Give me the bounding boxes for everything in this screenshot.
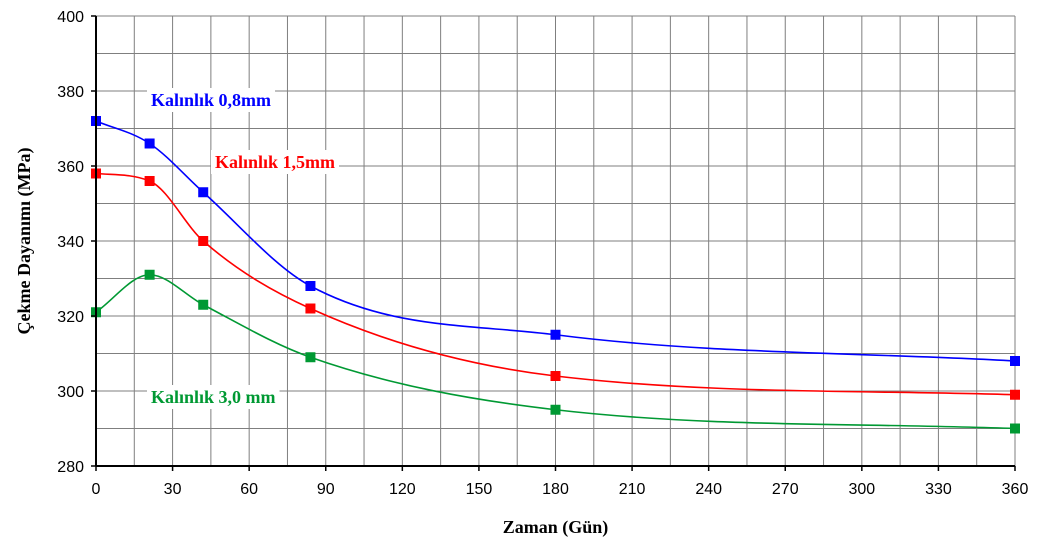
data-point-3-0mm [550,404,561,415]
x-axis-title: Zaman (Gün) [503,517,609,538]
y-tick-label: 340 [57,234,84,251]
data-point-3-0mm [1010,423,1020,434]
data-point-3-0mm [305,352,316,363]
data-point-0-8mm [305,281,316,291]
series-label-3-0mm: Kalınlık 3,0 mm [151,387,276,407]
series-label-background [147,385,280,409]
x-tick-label: 270 [772,481,799,498]
series-label-background [211,150,340,174]
data-point-0-8mm [144,138,155,149]
axes: 0 30 60 90 120 150 180 210 240 270 300 330 360 280 300… [57,9,1028,498]
x-tick-label: 60 [240,481,258,498]
x-tick-label: 360 [1002,481,1029,498]
data-point-3-0mm [144,269,155,280]
x-tick-label: 330 [925,481,952,498]
series-line-1-5mm [95,172,1016,396]
series-label-background [147,88,276,112]
x-tick-label: 120 [389,481,416,498]
series-labels: Kalınlık 0,8mm Kalınlık 1,5mm Kalınlık 3,0… [147,88,340,409]
grid [95,15,1016,467]
y-tick-label: 320 [57,309,84,326]
y-tick-label: 300 [57,384,84,401]
x-tick-label: 90 [317,481,335,498]
y-tick-label: 400 [57,9,84,26]
y-tick-label: 360 [57,159,84,176]
data-point-1-5mm [144,176,155,186]
series-group [91,116,1020,434]
data-point-1-5mm [550,371,561,381]
series-label-1-5mm: Kalınlık 1,5mm [215,152,335,172]
y-tick-label: 280 [57,459,84,476]
x-tick-label: 240 [695,481,722,498]
data-point-1-5mm [1010,389,1020,400]
x-tick-label: 210 [619,481,646,498]
data-point-0-8mm [550,329,561,340]
x-tick-label: 180 [542,481,569,498]
x-tick-label: 150 [466,481,493,498]
series-label-0-8mm: Kalınlık 0,8mm [151,90,271,110]
x-tick-label: 30 [164,481,182,498]
series-line-0-8mm [95,120,1016,362]
data-point-0-8mm [198,187,209,198]
y-tick-label: 380 [57,84,84,101]
x-tick-label: 0 [92,481,101,498]
data-point-1-5mm [198,236,209,246]
data-point-1-5mm [305,303,316,314]
data-point-3-0mm [198,299,209,310]
x-tick-label: 300 [848,481,875,498]
data-point-0-8mm [1010,356,1020,366]
y-axis-title: Çekme Dayanımı (MPa) [14,148,35,335]
